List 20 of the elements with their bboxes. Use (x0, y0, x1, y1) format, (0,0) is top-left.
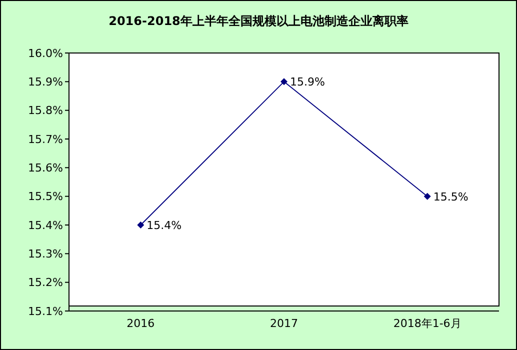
y-tick-label: 15.6% (28, 162, 63, 175)
point (137, 222, 144, 228)
y-tick-label: 15.7% (28, 132, 63, 146)
y-tick-label: 15.2% (28, 276, 63, 290)
y-tick-label: 15.9% (28, 76, 63, 89)
point (280, 78, 288, 86)
chart-title: 2016-2018年上半年全国规模以上电池制造企业离职率 (108, 13, 410, 30)
data-label: 15.4% (146, 219, 182, 232)
y-tick-label: 15.5% (28, 190, 63, 204)
x-tick-label: 2017 (270, 316, 298, 330)
x-tick-label: 2016 (126, 316, 155, 330)
y-tick-label: 15.3% (28, 248, 63, 261)
point (424, 192, 431, 200)
y-tick-label: 15.8% (28, 104, 63, 118)
y-tick-label: 15.1% (28, 304, 63, 318)
data-label: 15.9% (290, 76, 325, 89)
y-tick-label: 15.4% (28, 218, 63, 232)
data-label: 15.5% (433, 190, 468, 204)
y-tick-label: 16.0% (28, 46, 63, 60)
x-tick-label: 2018年1-6月 (393, 316, 462, 330)
